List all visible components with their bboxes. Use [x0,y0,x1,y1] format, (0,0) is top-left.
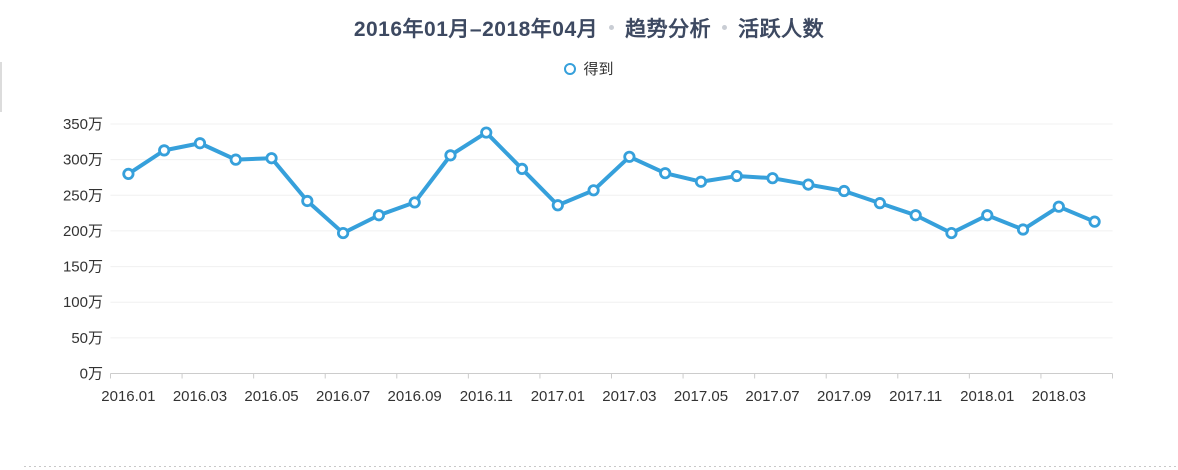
y-axis-tick-label: 200万 [63,223,103,240]
x-axis-tick-label: 2016.05 [244,388,298,405]
data-point-2016.09[interactable] [408,196,421,209]
data-point-2016.11[interactable] [480,126,493,139]
title-section-trend-analysis: 趋势分析 [625,18,712,41]
data-point-2018.03[interactable] [1052,200,1065,213]
title-separator-dot-icon [722,24,728,30]
data-point-2016.05[interactable] [265,152,278,165]
chart-title: 2016年01月–2018年04月 趋势分析 活跃人数 [0,13,1178,43]
y-axis-tick-label: 50万 [71,330,103,347]
data-point-2017.08[interactable] [802,178,815,191]
data-point-2016.02[interactable] [158,144,171,157]
data-point-2017.01[interactable] [551,199,564,212]
title-date-range: 2016年01月–2018年04月 [353,18,599,41]
x-axis-tick-label: 2016.11 [460,388,513,405]
data-point-2016.06[interactable] [301,194,314,208]
x-axis-tick-label: 2017.11 [889,388,942,405]
data-point-2017.11[interactable] [909,209,922,222]
data-point-2016.01[interactable] [122,167,135,180]
x-axis-tick-label: 2017.07 [745,388,799,405]
data-point-2016.12[interactable] [515,162,529,176]
data-point-2018.01[interactable] [981,209,994,222]
data-point-2016.07[interactable] [337,226,350,240]
x-axis-tick-label: 2016.09 [388,388,442,405]
data-point-2017.05[interactable] [694,175,708,188]
x-axis-tick-label: 2016.01 [101,388,155,405]
y-axis-tick-label: 150万 [63,259,103,276]
x-axis-tick-label: 2017.05 [674,388,728,405]
data-point-2017.12[interactable] [945,226,958,240]
data-point-2017.09[interactable] [838,184,851,198]
data-point-2017.06[interactable] [730,169,743,183]
x-axis-tick-label: 2017.03 [602,388,656,405]
y-axis-tick-label: 100万 [63,294,103,311]
title-separator-dot-icon [609,24,615,30]
y-axis-tick-label: 300万 [63,152,103,169]
x-axis-tick-label: 2017.09 [817,388,871,405]
data-point-2016.10[interactable] [444,149,457,162]
data-point-2017.03[interactable] [623,150,636,163]
x-axis-tick-label: 2016.07 [316,388,370,405]
data-point-2017.10[interactable] [873,197,886,210]
left-scrollbar-artifact [0,62,2,112]
series-line-dedao [126,130,1097,236]
y-axis-tick-label: 0万 [80,366,103,383]
legend-label: 得到 [583,61,614,78]
title-section-active-users: 活跃人数 [738,18,825,41]
data-point-2016.08[interactable] [372,209,385,222]
data-point-2018.04[interactable] [1088,215,1101,228]
legend-open-circle-icon [564,62,577,75]
x-axis-tick-label: 2017.01 [531,388,585,405]
x-axis-tick-label: 2016.03 [173,388,227,405]
data-point-2018.02[interactable] [1016,223,1030,236]
data-point-2017.04[interactable] [659,167,672,180]
y-axis-tick-label: 350万 [63,116,103,133]
x-axis-tick-label: 2018.03 [1032,388,1086,405]
y-axis-tick-label: 250万 [63,187,103,204]
data-point-2016.03[interactable] [193,137,207,150]
data-point-2017.02[interactable] [587,184,600,197]
data-point-2017.07[interactable] [766,172,779,185]
bottom-dashed-divider [24,466,1178,467]
x-axis-tick-label: 2018.01 [960,388,1014,405]
legend-item-dedao[interactable]: 得到 [0,58,1178,79]
data-point-2016.04[interactable] [229,153,242,166]
